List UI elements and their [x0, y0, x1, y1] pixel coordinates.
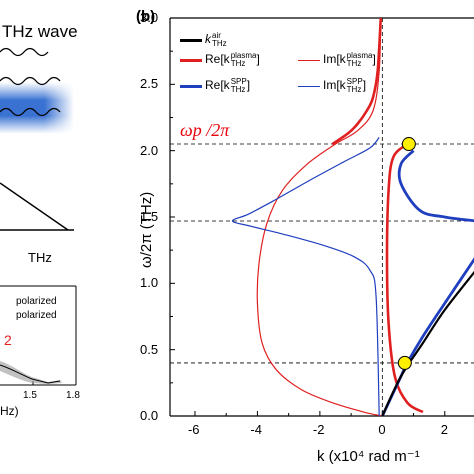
legend-entry: Im[k plasma THz] — [298, 52, 376, 68]
x-tick-label: 0 — [378, 422, 386, 437]
legend-entry: Re[k SPP THz] — [180, 78, 250, 94]
wave-1 — [0, 47, 49, 57]
wave-2 — [0, 76, 61, 86]
intersection-marker — [397, 355, 412, 370]
legend-entry: k air THz — [180, 32, 227, 48]
legend-swatch — [180, 58, 202, 62]
y-tick-label: 2.0 — [140, 142, 159, 158]
legend-entry: Re[k plasma THz] — [180, 52, 260, 68]
y-tick-label: 0.5 — [140, 341, 159, 357]
inset-legend-1: polarized — [16, 296, 57, 307]
y-tick-label: 3.0 — [140, 10, 159, 25]
legend-entry: Im[k SPP THz] — [298, 78, 366, 94]
series-line — [231, 137, 380, 416]
legend-swatch — [180, 38, 202, 42]
series-line — [385, 143, 424, 414]
x-axis-label: k (x10⁴ rad m⁻¹ — [317, 448, 420, 465]
y-tick-label: 0.0 — [140, 408, 159, 423]
y-tick-label: 2.5 — [140, 76, 159, 92]
plasma-frequency-label: ωp /2π — [180, 120, 229, 141]
x-tick-label: -2 — [312, 422, 325, 437]
inset-xtick-2: 1.8 — [66, 390, 80, 401]
y-tick-label: 1.5 — [140, 209, 159, 224]
wave-3 — [0, 107, 61, 117]
legend-swatch — [298, 85, 320, 87]
x-tick-label: 2 — [440, 422, 448, 437]
triangle-diagram — [0, 182, 74, 231]
intersection-marker — [401, 137, 416, 152]
series-line — [397, 149, 474, 223]
legend-label: k air THz — [205, 31, 227, 48]
inset-red-label: 2 — [4, 332, 12, 348]
inset-xlabel: Hz) — [0, 404, 19, 418]
legend-label: Im[k plasma THz] — [323, 51, 376, 68]
y-axis-label: ω/2π (THz) — [138, 191, 155, 268]
x-tick-label: -4 — [250, 422, 262, 437]
inset-curve — [0, 364, 61, 384]
legend-label: Im[k SPP THz] — [323, 77, 367, 94]
legend-swatch — [180, 84, 202, 88]
legend-label: Re[k plasma THz] — [205, 51, 260, 68]
series-line — [256, 18, 383, 416]
y-tick-label: 1.0 — [140, 275, 159, 291]
inset-plot — [0, 285, 77, 386]
x-tick-label: -6 — [187, 422, 200, 437]
plasma-frequency-text: ωp /2π — [180, 120, 230, 140]
wave-illustration — [0, 47, 74, 134]
panel-label: (b) — [136, 8, 156, 25]
inset-legend-2: polarized — [16, 310, 57, 321]
series-line — [381, 270, 474, 416]
left-panel: THz wave THz — [0, 0, 118, 474]
thz-wave-label: THz wave — [2, 22, 78, 41]
legend: k air THz Re[k plasma THz] Im[k plasma THz] Re[k S… — [180, 32, 420, 102]
legend-label: Re[k SPP THz] — [205, 77, 251, 94]
legend-swatch — [298, 59, 320, 61]
series-line — [331, 18, 383, 146]
triangle-axis-label: THz — [28, 250, 52, 265]
inset-xtick-1: 1.5 — [23, 390, 37, 401]
